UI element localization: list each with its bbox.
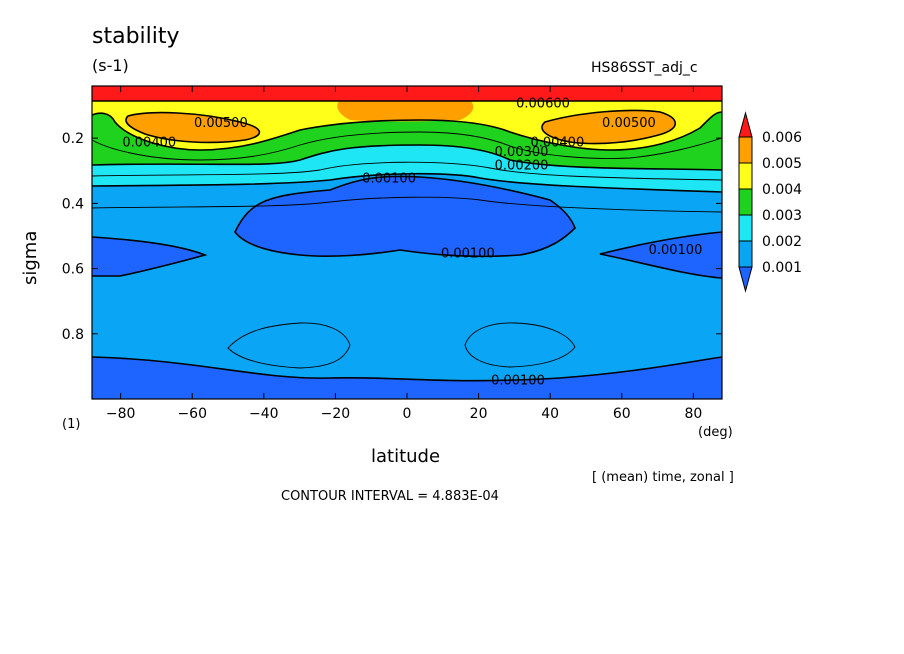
contour-line bbox=[125, 111, 261, 144]
filled-contours bbox=[92, 86, 722, 399]
contour-label: 0.00100 bbox=[649, 243, 703, 258]
contour-label: 0.00300 bbox=[495, 145, 549, 160]
fill-region-lt-0.001-right bbox=[600, 232, 722, 278]
x-tick-label: −60 bbox=[177, 406, 207, 422]
contour-line bbox=[541, 109, 677, 145]
fill-region-0.005-0.006-south bbox=[125, 112, 260, 143]
colorbar-label: 0.004 bbox=[762, 182, 802, 198]
contour-label: 0.00100 bbox=[491, 373, 545, 388]
contour-labels: 0.005000.004000.005000.004000.003000.002… bbox=[122, 96, 702, 388]
x-tick-label: 60 bbox=[613, 406, 631, 422]
y-tick-label: 0.2 bbox=[62, 131, 84, 147]
colorbar-label: 0.001 bbox=[762, 260, 802, 276]
colorbar: 0.006 0.005 0.004 0.003 0.002 0.001 bbox=[738, 111, 802, 293]
contour-line bbox=[92, 131, 722, 161]
contour-label: 0.00400 bbox=[122, 135, 176, 150]
fill-region-lt-0.001-bottom bbox=[92, 357, 722, 399]
contour-label: 0.00500 bbox=[194, 116, 248, 131]
colorbar-label: 0.005 bbox=[762, 156, 802, 172]
colorbar-label: 0.003 bbox=[762, 208, 802, 224]
colorbar-swatch bbox=[738, 188, 753, 216]
x-tick-label: −20 bbox=[321, 406, 351, 422]
fill-region-lt-0.001-left bbox=[92, 237, 205, 276]
colorbar-label: 0.002 bbox=[762, 234, 802, 250]
y-axis-ticks: 0.2 0.4 0.6 0.8 bbox=[62, 131, 722, 343]
contour-interval-label: CONTOUR INTERVAL = 4.883E-04 bbox=[281, 489, 499, 504]
fill-region-lt-0.001-center bbox=[235, 176, 575, 257]
x-tick-label: −80 bbox=[106, 406, 136, 422]
contour-line bbox=[234, 175, 576, 258]
contour-label: 0.00100 bbox=[441, 246, 495, 261]
contour-line bbox=[599, 231, 722, 279]
colorbar-swatch bbox=[738, 136, 753, 164]
fill-region-0.005-0.006-equator bbox=[337, 100, 474, 122]
contour-line bbox=[92, 161, 722, 181]
y-axis-unit: (1) bbox=[62, 417, 81, 432]
y-tick-label: 0.6 bbox=[62, 262, 84, 278]
contour-line bbox=[92, 111, 722, 151]
x-axis-ticks: −80 −60 −40 −20 0 20 40 60 80 bbox=[106, 86, 702, 422]
x-tick-label: 40 bbox=[541, 406, 559, 422]
contour-line bbox=[92, 144, 722, 171]
contour-label: 0.00400 bbox=[530, 135, 584, 150]
colorbar-triangle-top bbox=[738, 111, 753, 138]
contour-line bbox=[227, 322, 351, 369]
x-tick-label: 20 bbox=[470, 406, 488, 422]
x-axis-label: latitude bbox=[371, 446, 441, 467]
colorbar-triangle-bottom bbox=[738, 266, 753, 293]
contour-line bbox=[92, 356, 722, 382]
fill-region-0.005-0.006-north bbox=[541, 110, 676, 144]
experiment-label: HS86SST_adj_c bbox=[591, 60, 698, 76]
colorbar-swatch bbox=[738, 162, 753, 190]
contour-line bbox=[92, 172, 722, 193]
averaging-note: [ (mean) time, zonal ] bbox=[592, 470, 734, 485]
contour-line bbox=[92, 236, 208, 277]
contour-line bbox=[464, 322, 576, 368]
contour-label: 0.00600 bbox=[516, 96, 570, 111]
colorbar-swatch bbox=[738, 214, 753, 242]
x-tick-label: 80 bbox=[684, 406, 702, 422]
fill-region-gt-0.006 bbox=[92, 86, 722, 101]
y-tick-label: 0.8 bbox=[62, 327, 84, 343]
contour-label: 0.00200 bbox=[495, 158, 549, 173]
x-tick-label: 0 bbox=[403, 406, 412, 422]
units-label: (s-1) bbox=[92, 56, 129, 75]
contour-label: 0.00500 bbox=[602, 116, 656, 131]
y-tick-label: 0.4 bbox=[62, 196, 84, 212]
x-axis-unit: (deg) bbox=[698, 425, 733, 440]
colorbar-label: 0.006 bbox=[762, 130, 802, 146]
contour-label: 0.00100 bbox=[362, 171, 416, 186]
contour-lines bbox=[92, 100, 722, 382]
contour-line bbox=[92, 196, 722, 213]
colorbar-swatch bbox=[738, 240, 753, 268]
chart-title: stability bbox=[92, 24, 180, 49]
x-tick-label: −40 bbox=[249, 406, 279, 422]
